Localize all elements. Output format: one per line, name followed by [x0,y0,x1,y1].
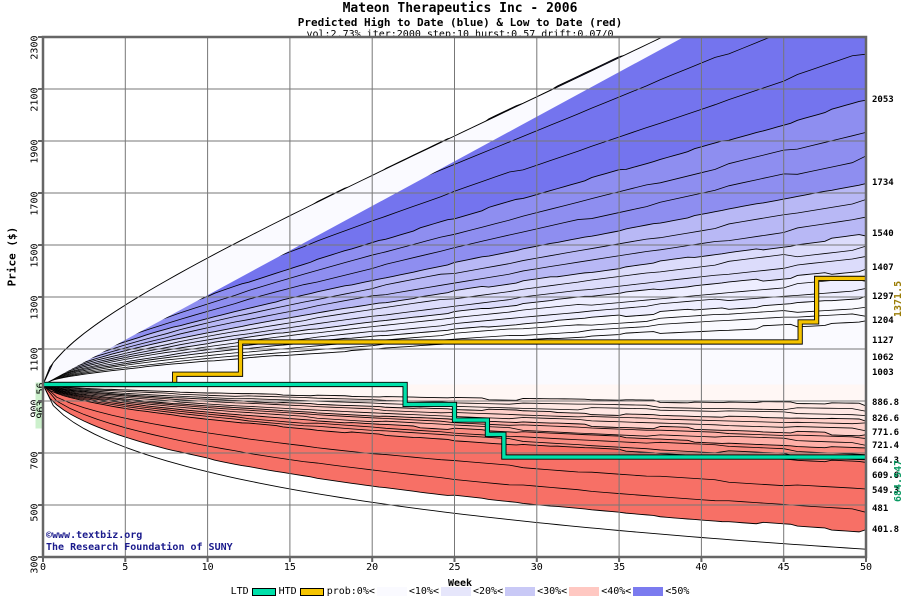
legend-band-swatch-1 [440,587,471,596]
x-tick-0: 0 [39,562,47,573]
right-tick-1204: 1204 [872,315,894,326]
legend-item-ltd[interactable]: LTD [230,586,278,597]
legend-band-label-2: <30%< [537,586,568,597]
right-tick-771.6: 771.6 [872,428,900,439]
right-tick-1297: 1297 [872,291,894,302]
right-tick-609.6: 609.6 [872,470,900,481]
legend-band-label-0: <10%< [408,586,439,597]
legend-label-htd: HTD [278,586,297,597]
right-tick-401.8: 401.8 [872,524,900,535]
x-tick-5: 5 [122,562,129,573]
legend-band-swatch-2 [505,587,536,596]
legend-band-swatch-0 [376,587,407,596]
right-tick-886.8: 886.8 [872,398,900,409]
right-tick-1540: 1540 [872,228,894,239]
htd-line-swatch [299,587,324,596]
x-tick-45: 45 [777,562,790,573]
x-tick-20: 20 [366,562,379,573]
x-tick-10: 10 [201,562,214,573]
htd-line [43,276,866,387]
right-tick-1407: 1407 [872,263,894,274]
legend-label-ltd: LTD [230,586,249,597]
page-title: Mateon Therapeutics Inc - 2006 [342,1,578,16]
legend-band-label-3: <40%< [601,586,632,597]
right-tick-2053: 2053 [872,95,894,106]
ltd-line [43,382,866,459]
right-tick-721.4: 721.4 [872,441,900,452]
legend-band-swatch-3 [569,587,600,596]
x-tick-25: 25 [448,562,461,573]
x-tick-35: 35 [613,562,626,573]
right-tick-549.3: 549.3 [872,486,900,497]
x-tick-15: 15 [283,562,296,573]
legend-item-prob: prob:0%< [326,586,376,597]
chart-params: vol:2.73% iter:2000 step:10 hurst:0.57 d… [306,29,614,40]
x-axis-label: Week [447,578,473,589]
x-tick-50: 50 [859,562,873,573]
right-tick-1734: 1734 [872,178,894,189]
right-tick-1062: 1062 [872,352,894,363]
x-tick-40: 40 [695,562,708,573]
right-tick-481: 481 [872,503,889,514]
chart-subtitle: Predicted High to Date (blue) & Low to D… [297,16,623,29]
right-tick-664.3: 664.3 [872,456,900,467]
copyright-line-1: ©www.textbiz.org [46,530,143,541]
right-tick-1003: 1003 [872,368,894,379]
legend-band-label-4: <50% [665,586,690,597]
ltd-line-swatch [251,587,276,596]
title-block: Mateon Therapeutics Inc - 2006 Predicted… [0,0,920,41]
right-tick-826.6: 826.6 [872,414,900,425]
right-tick-1127: 1127 [872,335,894,346]
legend-band-label-1: <20%< [472,586,504,597]
legend-prob-bands: <10%< <20%< <30%< <40%< <50% [376,586,691,597]
copyright-line-2: The Research Foundation of SUNY [46,542,233,553]
chart-legend: LTD HTD prob:0%< <10%< <20%< <30%< <40%< <50… [0,586,920,597]
legend-band-swatch-4 [633,587,664,596]
x-tick-30: 30 [530,562,543,573]
copyright-block: ©www.textbiz.org The Research Foundation… [46,530,233,554]
legend-item-htd[interactable]: HTD [278,586,326,597]
legend-label-prob: prob:0%< [326,586,375,597]
